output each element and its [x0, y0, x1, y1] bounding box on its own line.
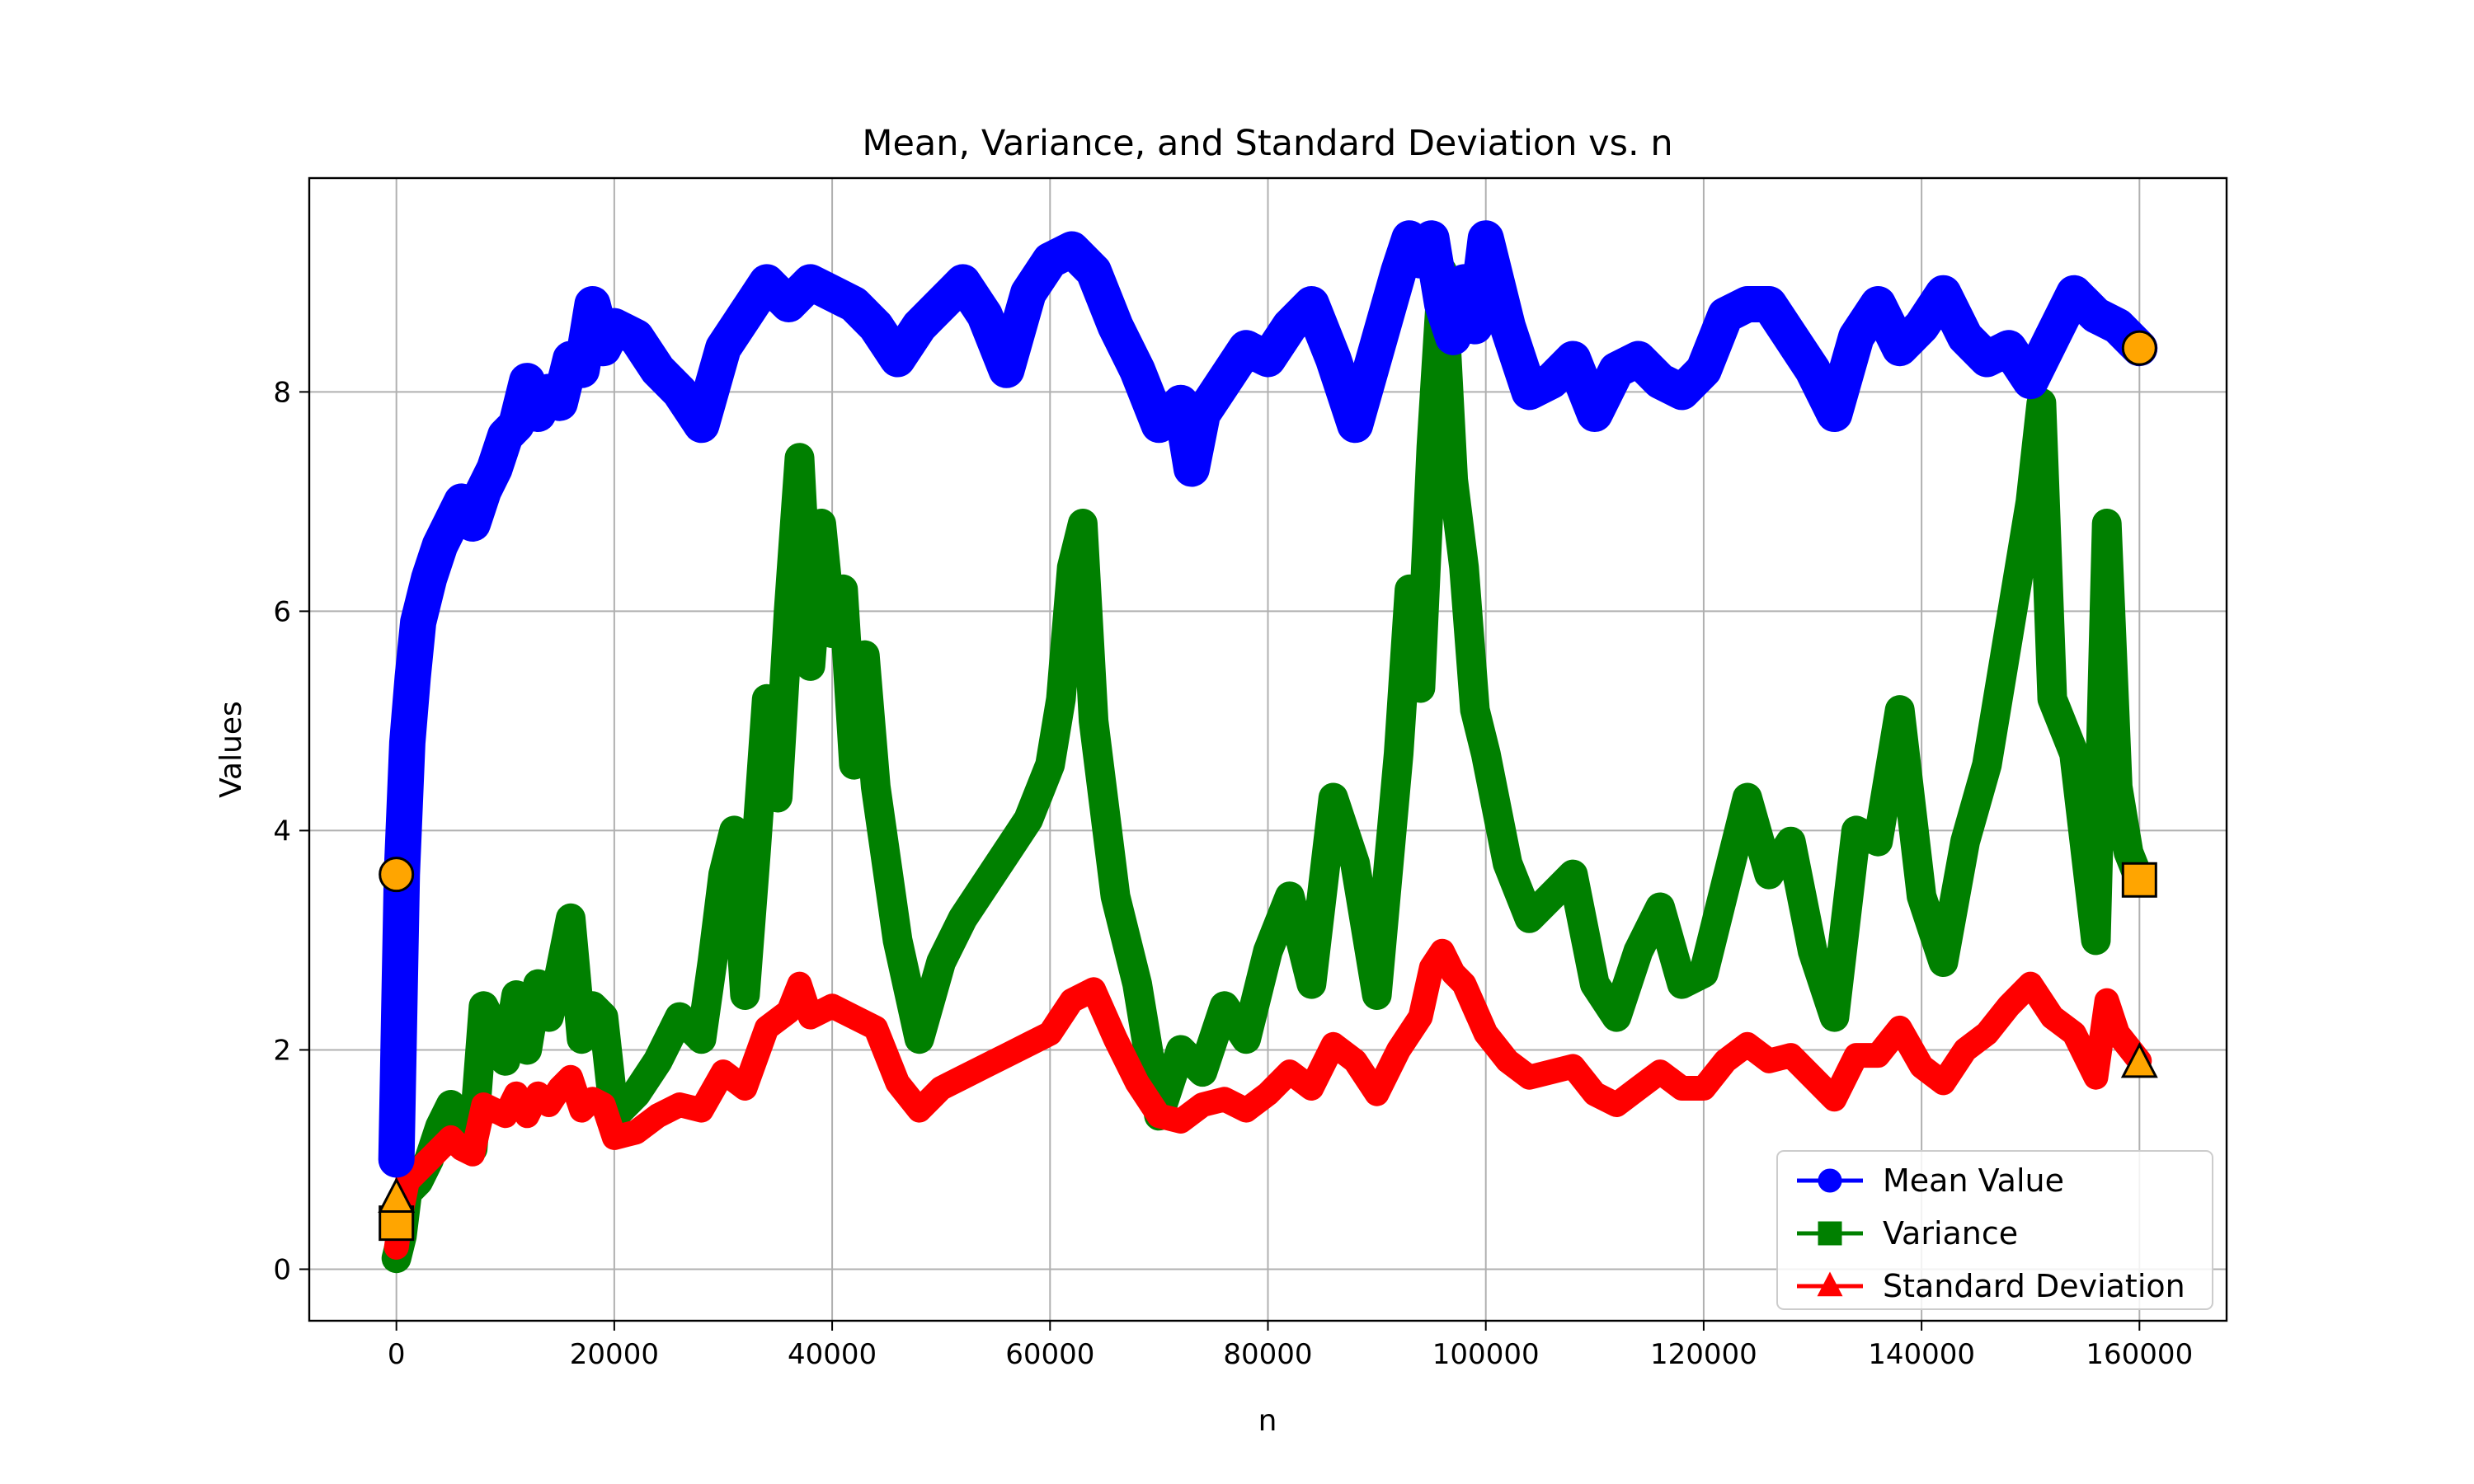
- endpoint-layer: [378, 330, 2158, 1242]
- x-tick-label: 80000: [1223, 1338, 1312, 1371]
- series-standard-deviation: [383, 938, 2152, 1260]
- series-line: [381, 256, 2155, 1274]
- x-tick-label: 140000: [1868, 1338, 1975, 1371]
- x-axis-title: n: [1258, 1404, 1277, 1438]
- x-tick-label: 20000: [570, 1338, 659, 1371]
- endpoint-marker: [2121, 862, 2157, 898]
- series-variance: [381, 256, 2155, 1274]
- legend-label: Standard Deviation: [1883, 1268, 2185, 1304]
- x-tick-label: 120000: [1650, 1338, 1757, 1371]
- chart-title: Mean, Variance, and Standard Deviation v…: [862, 123, 1672, 164]
- y-axis-title: Values: [214, 701, 248, 798]
- x-tick-label: 100000: [1432, 1338, 1540, 1371]
- legend-label: Variance: [1883, 1215, 2018, 1252]
- legend-marker: [1818, 1168, 1842, 1193]
- legend: Mean Value Variance Standard Deviation: [1776, 1150, 2213, 1310]
- endpoint-marker: [2121, 330, 2157, 366]
- x-tick-label: 160000: [2086, 1338, 2193, 1371]
- y-tick-label: 4: [273, 815, 291, 848]
- x-axis-ticks: 0 20000 40000 60000 80000 100000 120000 140000 1…: [388, 1321, 2193, 1371]
- endpoint-marker: [378, 1176, 416, 1214]
- y-tick-label: 2: [273, 1034, 291, 1067]
- x-tick-label: 40000: [788, 1338, 877, 1371]
- legend-box: [1776, 1150, 2213, 1310]
- y-axis-ticks: 0 2 4 6 8: [273, 376, 309, 1286]
- y-tick-label: 0: [273, 1253, 291, 1286]
- endpoint-marker: [2120, 1042, 2158, 1078]
- y-tick-label: 8: [273, 376, 291, 409]
- series-line: [383, 938, 2152, 1260]
- x-tick-label: 60000: [1005, 1338, 1094, 1371]
- series-layer: [378, 220, 2158, 1274]
- endpoint-marker: [379, 857, 415, 893]
- legend-marker: [1818, 1221, 1842, 1246]
- legend-marker: [1817, 1271, 1843, 1297]
- legend-label: Mean Value: [1883, 1162, 2064, 1199]
- series-mean-value: [378, 220, 2158, 1178]
- x-tick-label: 0: [388, 1338, 406, 1371]
- series-line: [378, 220, 2158, 1178]
- y-tick-label: 6: [273, 595, 291, 628]
